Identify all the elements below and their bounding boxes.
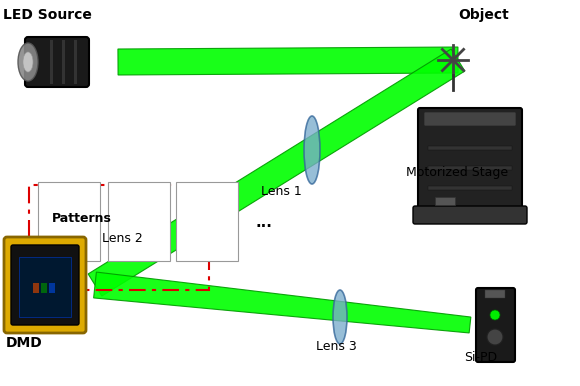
Ellipse shape	[333, 290, 347, 344]
Text: Si-PD: Si-PD	[464, 351, 497, 364]
FancyBboxPatch shape	[424, 112, 516, 126]
Polygon shape	[118, 47, 458, 75]
FancyBboxPatch shape	[11, 245, 79, 325]
Circle shape	[487, 329, 503, 345]
FancyBboxPatch shape	[476, 288, 515, 362]
Bar	[50, 40, 53, 84]
Polygon shape	[93, 272, 471, 333]
Bar	[33, 283, 39, 293]
Ellipse shape	[188, 188, 204, 256]
Text: Lens 2: Lens 2	[102, 232, 142, 245]
Bar	[49, 283, 55, 293]
FancyBboxPatch shape	[413, 206, 527, 224]
Bar	[428, 186, 512, 190]
Text: Object: Object	[458, 8, 509, 22]
Bar	[428, 146, 512, 150]
FancyBboxPatch shape	[418, 108, 522, 212]
FancyBboxPatch shape	[25, 37, 89, 87]
Text: Patterns: Patterns	[52, 212, 112, 225]
Bar	[176, 183, 238, 261]
Bar	[485, 290, 505, 298]
Bar	[19, 257, 71, 317]
Text: Lens 3: Lens 3	[316, 340, 357, 353]
Bar	[428, 166, 512, 170]
Bar	[41, 283, 47, 293]
Bar	[435, 197, 455, 205]
Ellipse shape	[18, 43, 38, 81]
Text: Motorized Stage: Motorized Stage	[406, 166, 508, 179]
Bar	[62, 40, 65, 84]
Text: DMD: DMD	[6, 336, 42, 350]
Ellipse shape	[304, 116, 320, 184]
Bar	[108, 183, 170, 261]
Ellipse shape	[23, 52, 33, 72]
Polygon shape	[88, 49, 465, 296]
Text: Lens 1: Lens 1	[261, 185, 302, 198]
Circle shape	[490, 310, 500, 320]
Bar	[74, 40, 77, 84]
Text: ...: ...	[256, 215, 273, 230]
Bar	[29, 185, 209, 290]
Bar	[38, 183, 100, 261]
Text: LED Source: LED Source	[3, 8, 92, 22]
FancyBboxPatch shape	[4, 237, 86, 333]
